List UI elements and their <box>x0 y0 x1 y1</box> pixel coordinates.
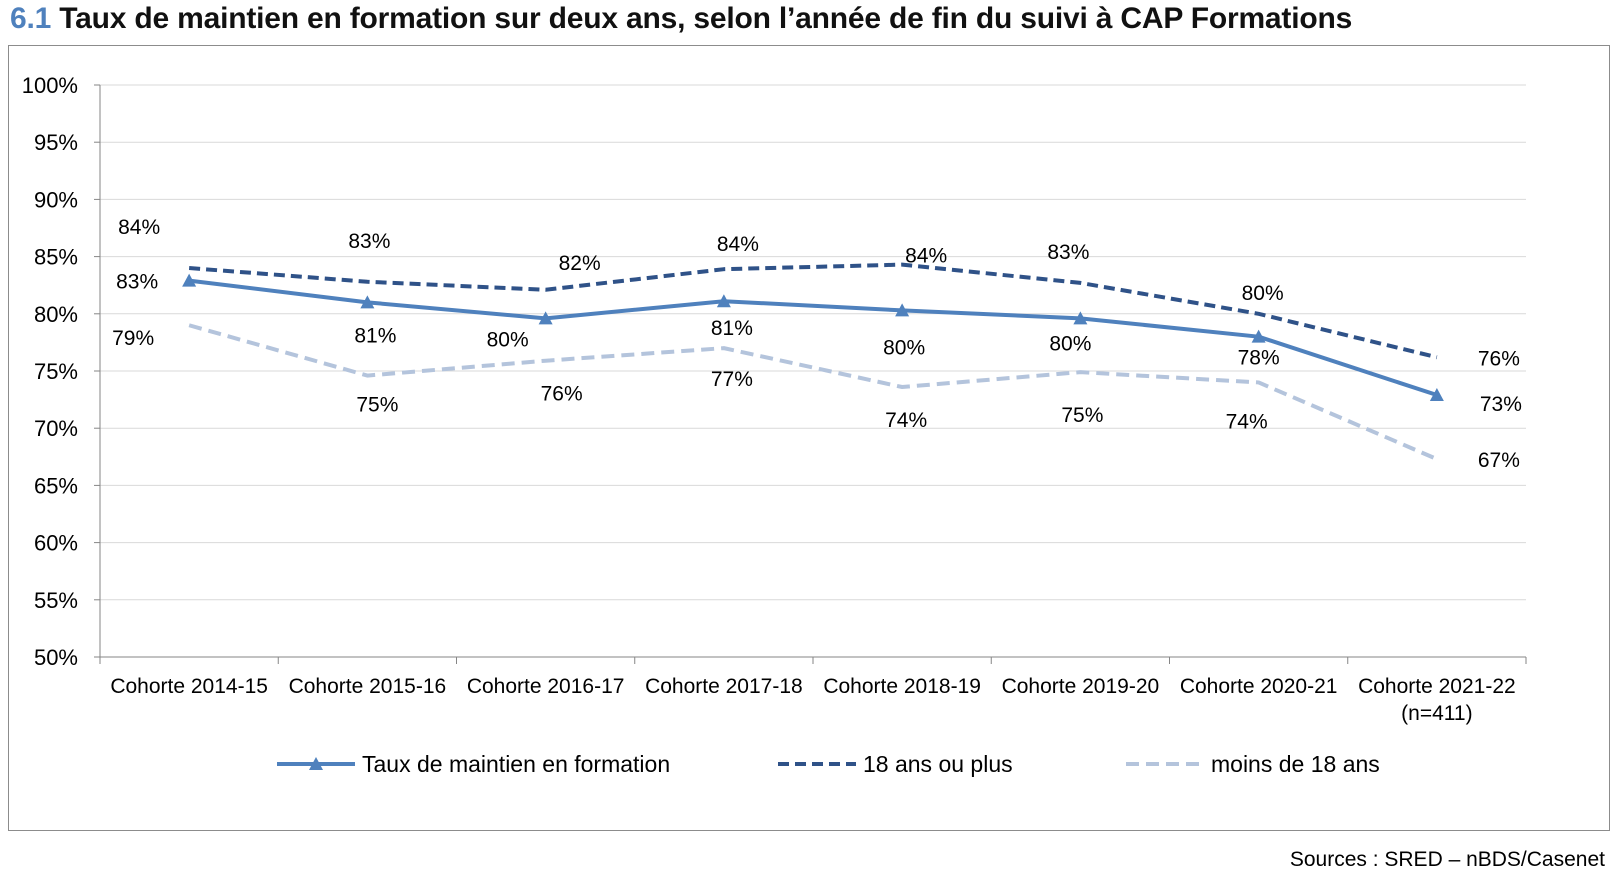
data-label: 83% <box>116 271 158 294</box>
data-label: 78% <box>1238 347 1280 370</box>
data-label: 80% <box>883 336 925 359</box>
legend-label: 18 ans ou plus <box>863 751 1013 777</box>
x-tick-label: Cohorte 2017-18 <box>645 675 803 698</box>
x-tick-label: Cohorte 2016-17 <box>467 675 625 698</box>
data-point-marker <box>1429 388 1444 402</box>
data-label: 77% <box>711 368 753 391</box>
y-tick-label: 65% <box>34 473 78 498</box>
legend-label: Taux de maintien en formation <box>362 751 670 777</box>
data-point-marker <box>895 303 910 317</box>
data-label: 81% <box>711 317 753 340</box>
x-tick-label: Cohorte 2020-21 <box>1180 675 1338 698</box>
y-tick-label: 100% <box>22 73 78 98</box>
data-label: 83% <box>348 230 390 253</box>
data-point-marker <box>360 295 375 309</box>
x-tick-label: Cohorte 2018-19 <box>823 675 981 698</box>
y-tick-label: 75% <box>34 359 78 384</box>
data-labels: 83% 81% 80% 81% 80% 80% 78% 73% 84% 83% 82% 84% 84% 8… <box>112 216 1522 472</box>
legend-label: moins de 18 ans <box>1211 751 1380 777</box>
data-label: 74% <box>885 409 927 432</box>
data-label: 83% <box>1047 241 1089 264</box>
y-tick-label: 95% <box>34 130 78 155</box>
data-label: 73% <box>1480 393 1522 416</box>
y-tick-label: 55% <box>34 588 78 613</box>
title-number: 6.1 <box>10 2 52 35</box>
x-tick-label: Cohorte 2021-22 <box>1358 675 1516 698</box>
data-label: 76% <box>1478 347 1520 370</box>
chart-title: 6.1 Taux de maintien en formation sur de… <box>10 2 1352 36</box>
series-line-0 <box>188 278 1438 397</box>
series-line-1 <box>188 262 1438 360</box>
title-text: Taux de maintien en formation sur deux a… <box>59 2 1353 35</box>
data-point-marker <box>1251 329 1266 343</box>
y-tick-label: 60% <box>34 531 78 556</box>
x-tick-label: Cohorte 2015-16 <box>289 675 447 698</box>
gridlines <box>100 84 1526 601</box>
y-tick-label: 70% <box>34 416 78 441</box>
x-tick-note: (n=411) <box>1401 702 1472 725</box>
source-note: Sources : SRED – nBDS/Casenet <box>1289 848 1605 871</box>
legend-marker <box>309 757 323 770</box>
data-label: 80% <box>1242 282 1284 305</box>
data-label: 82% <box>559 252 601 275</box>
data-label: 84% <box>118 216 160 239</box>
data-label: 79% <box>112 327 154 350</box>
series-lines <box>182 262 1444 461</box>
data-label: 75% <box>356 394 398 417</box>
data-label: 67% <box>1478 449 1520 472</box>
x-tick-label: Cohorte 2014-15 <box>110 675 268 698</box>
series-line-2 <box>188 323 1438 461</box>
data-point-marker <box>538 311 553 325</box>
data-label: 74% <box>1226 410 1268 433</box>
y-tick-label: 50% <box>34 645 78 670</box>
data-label: 84% <box>905 245 947 268</box>
y-tick-label: 90% <box>34 187 78 212</box>
axes: 100% 95% 90% 85% 80% 75% 70% 65% 60% 55% 50% Cohort… <box>22 73 1527 725</box>
data-point-marker <box>716 294 731 308</box>
data-label: 76% <box>541 383 583 406</box>
legend: Taux de maintien en formation 18 ans ou p… <box>277 751 1380 777</box>
y-tick-label: 80% <box>34 302 78 327</box>
x-tick-label: Cohorte 2019-20 <box>1002 675 1160 698</box>
data-label: 75% <box>1061 404 1103 427</box>
data-point-marker <box>1073 311 1088 325</box>
data-label: 84% <box>717 233 759 256</box>
y-tick-label: 85% <box>34 245 78 270</box>
data-label: 80% <box>487 328 529 351</box>
chart-frame <box>8 45 1610 831</box>
data-label: 81% <box>354 324 396 347</box>
data-point-marker <box>182 273 197 287</box>
data-label: 80% <box>1049 332 1091 355</box>
